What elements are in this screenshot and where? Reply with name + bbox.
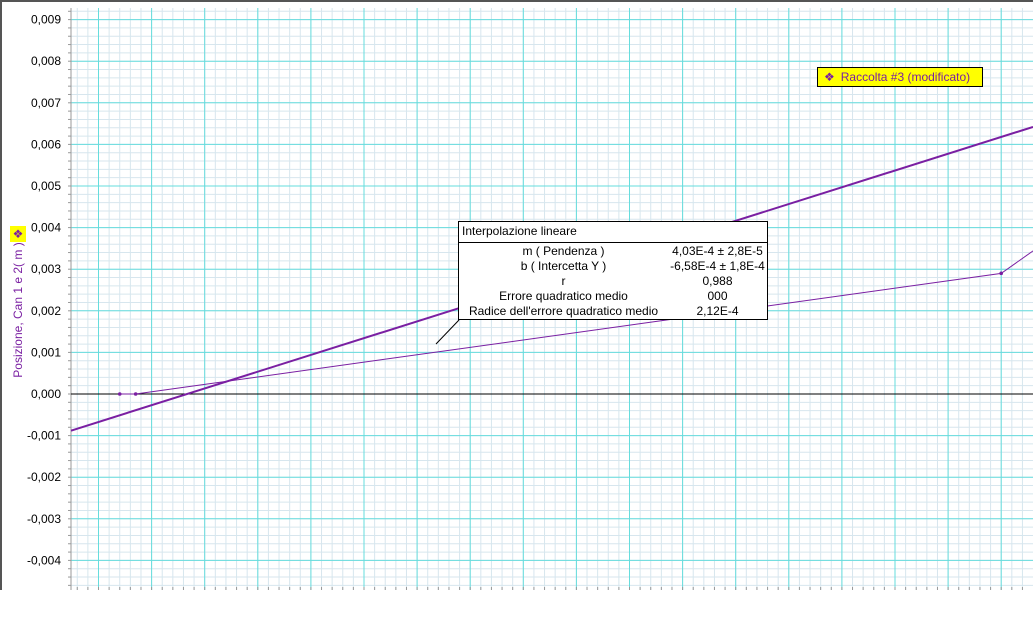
- fit-row: Radice dell'errore quadratico medio 2,12E…: [459, 304, 767, 319]
- y-tick-label: -0,001: [27, 429, 61, 443]
- y-tick-label: 0,004: [31, 221, 61, 235]
- fit-title: Interpolazione lineare: [459, 222, 767, 243]
- y-tick-label: 0,005: [31, 179, 61, 193]
- fit-label: r: [561, 274, 566, 288]
- y-tick-label: 0,002: [31, 304, 61, 318]
- fit-value: -6,58E-4 ± 1,8E-4: [670, 259, 765, 273]
- legend-label: Raccolta #3 (modificato): [840, 70, 971, 84]
- y-tick-label: 0,007: [31, 96, 61, 110]
- fit-value: 0,988: [702, 274, 733, 288]
- y-tick-label: 0,008: [31, 54, 61, 68]
- data-point[interactable]: [117, 392, 122, 396]
- linear-fit-box[interactable]: Interpolazione lineare m ( Pendenza ) 4,0…: [458, 221, 768, 320]
- y-tick-label: 0,003: [31, 262, 61, 276]
- legend[interactable]: ❖ Raccolta #3 (modificato): [817, 67, 984, 87]
- axis-series-icon[interactable]: ❖: [10, 226, 26, 242]
- y-tick-label: 0,001: [31, 345, 61, 359]
- series-line: [119, 250, 1033, 395]
- fit-value: 000: [707, 289, 728, 303]
- fit-row: m ( Pendenza ) 4,03E-4 ± 2,8E-5: [459, 244, 767, 259]
- fit-row: b ( Intercetta Y ) -6,58E-4 ± 1,8E-4: [459, 259, 767, 274]
- data-point[interactable]: [133, 392, 138, 396]
- data-point[interactable]: [999, 271, 1003, 276]
- fit-row: Errore quadratico medio 000: [459, 289, 767, 304]
- fit-label: b ( Intercetta Y ): [520, 259, 607, 273]
- y-axis-label: Posizione, Can 1 e 2( m ): [11, 242, 25, 377]
- fit-value: 2,12E-4: [696, 304, 739, 318]
- fit-row: r 0,988: [459, 274, 767, 289]
- fit-leader-line: [435, 319, 460, 345]
- y-tick-label: 0,009: [31, 13, 61, 27]
- y-tick-label: -0,004: [27, 553, 61, 567]
- y-tick-label: 0,006: [31, 137, 61, 151]
- fit-label: m ( Pendenza ): [522, 244, 605, 258]
- y-tick-label: -0,003: [27, 512, 61, 526]
- diamond-dots-icon: ❖: [824, 70, 835, 84]
- fit-label: Radice dell'errore quadratico medio: [468, 304, 659, 318]
- fit-label: Errore quadratico medio: [499, 289, 628, 303]
- fit-table: m ( Pendenza ) 4,03E-4 ± 2,8E-5 b ( Inter…: [459, 244, 767, 319]
- fit-value: 4,03E-4 ± 2,8E-5: [672, 244, 763, 258]
- y-tick-label: 0,000: [31, 387, 61, 401]
- y-tick-label: -0,002: [27, 470, 61, 484]
